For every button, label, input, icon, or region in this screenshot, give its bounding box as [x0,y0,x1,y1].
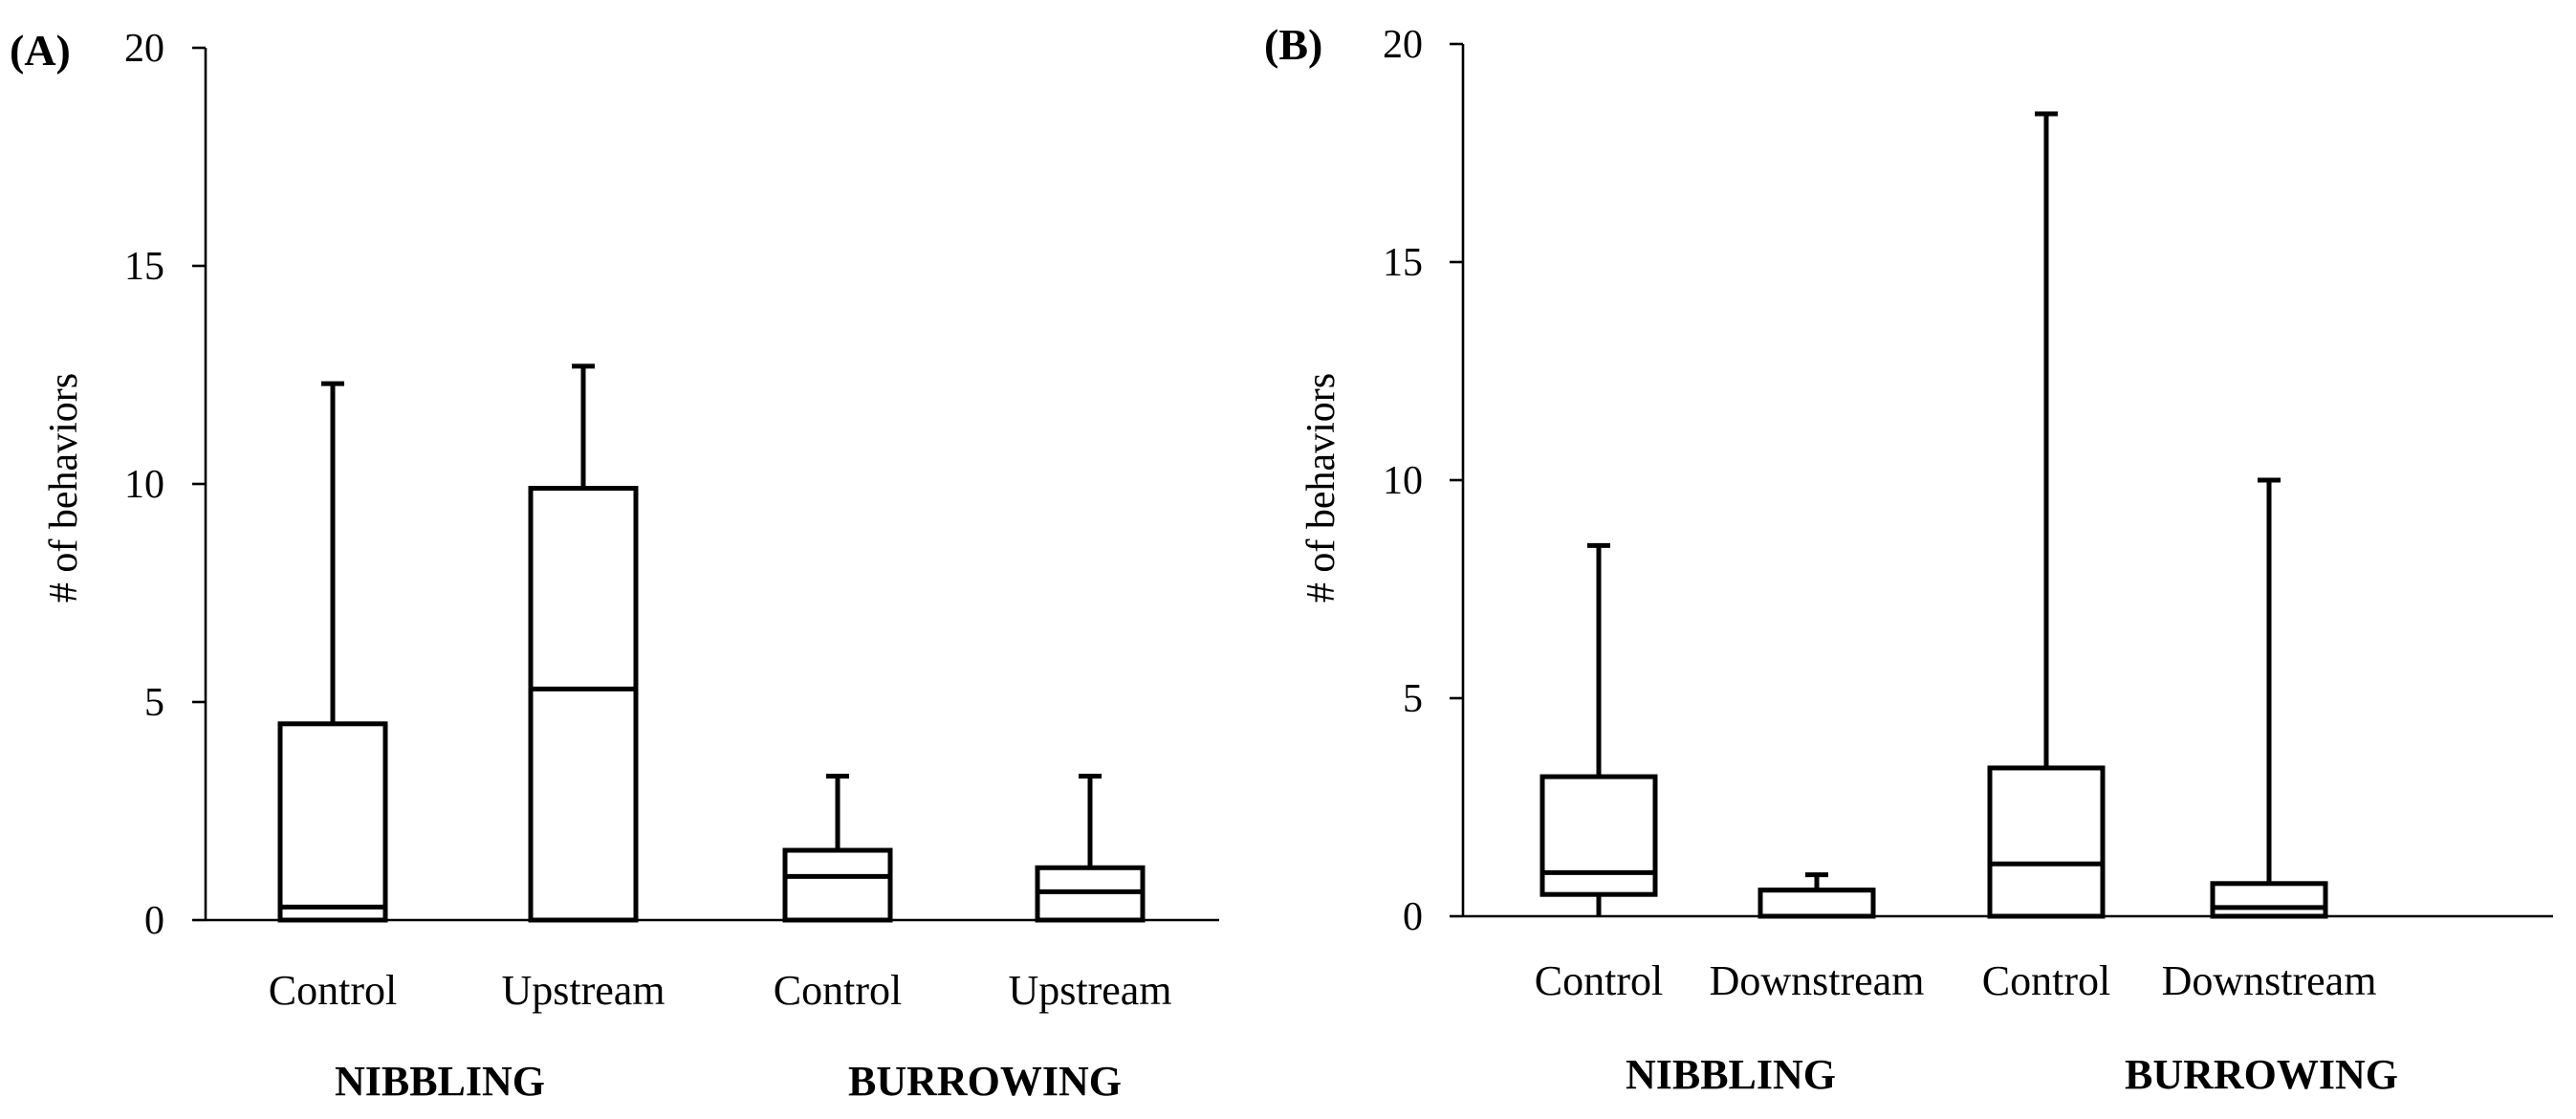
group-label-burrowing: BURROWING [848,1058,1122,1105]
y-tick-label: 10 [124,463,164,507]
box-iqr [2210,881,2328,919]
y-tick-label: 10 [1383,459,1423,503]
y-tick-label: 5 [144,681,164,725]
box-iqr [1987,765,2106,919]
y-tick-label: 20 [124,27,164,71]
chart-panel-a: (A) # of behaviors 0 5 10 15 20 Control Upstream… [10,26,1219,1105]
box-3 [782,774,893,923]
x-category-label: Control [774,967,902,1014]
y-tick-label: 0 [1403,895,1423,939]
chart-panel-b: (B) # of behaviors 0 5 10 15 20 Control Downstre… [1264,20,2553,1098]
box-iqr [1539,774,1658,897]
box-4 [1035,774,1146,923]
group-label-burrowing: BURROWING [2125,1051,2398,1098]
box-iqr [528,486,639,923]
box-2 [528,363,639,923]
x-category-label: Downstream [1710,957,1925,1004]
y-axis-label: # of behaviors [42,373,86,603]
y-tick-label: 20 [1383,23,1423,67]
panel-label: (B) [1264,20,1322,69]
box-4 [2210,477,2328,919]
box-iqr [1757,888,1876,919]
box-iqr [782,847,893,923]
group-label-nibbling: NIBBLING [335,1058,545,1105]
x-category-label: Downstream [2162,957,2377,1004]
x-category-label: Upstream [1008,967,1171,1014]
box-2 [1757,872,1876,919]
panel-label: (A) [10,26,71,75]
box-3 [1987,111,2106,919]
box-1 [1539,542,1658,916]
x-category-label: Control [1982,957,2110,1004]
x-category-label: Upstream [501,967,665,1014]
y-tick-label: 15 [124,245,164,289]
x-category-label: Control [269,967,397,1014]
group-label-nibbling: NIBBLING [1626,1051,1836,1098]
box-1 [277,381,388,923]
box-iqr [277,721,388,923]
x-category-label: Control [1535,957,1663,1004]
y-axis-label: # of behaviors [1299,373,1343,603]
y-tick-label: 0 [144,899,164,943]
y-tick-label: 15 [1383,241,1423,285]
y-tick-label: 5 [1403,677,1423,721]
